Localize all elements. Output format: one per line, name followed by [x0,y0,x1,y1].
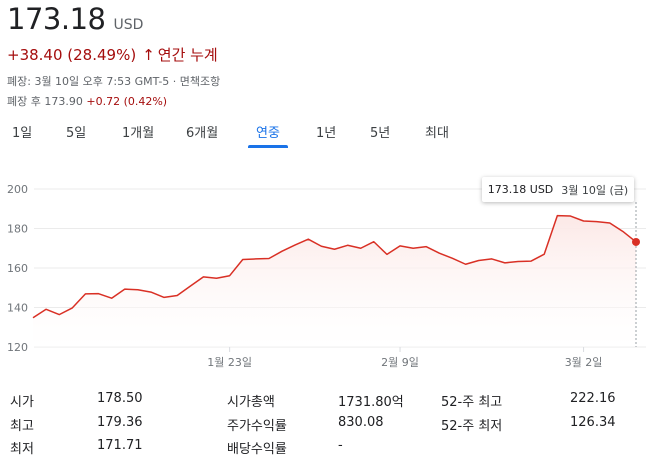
stat-pe-label: 주가수익률 [227,419,287,434]
active-tab-indicator [248,145,288,148]
tab-label: 1개월 [122,126,155,141]
y-tick-label: 200 [7,183,28,196]
quote-header: 173.18 USD [7,2,143,36]
y-tick-label: 140 [7,302,28,315]
stat-open-label: 시가 [10,395,34,410]
after-hours-change: +0.72 (0.42%) [86,95,168,108]
price-change: +38.40 (28.49%) [7,45,137,64]
tab-label: 최대 [425,126,449,141]
price-change-row: +38.40 (28.49%) ↑ 연간 누계 [7,44,218,65]
tab-label: 5일 [66,126,87,141]
stat-mktcap-value: 1731.80억 [338,395,404,410]
y-tick-label: 160 [7,262,28,275]
x-tick-label: 3월 2일 [565,355,603,368]
current-price: 173.18 [7,2,106,36]
x-tick-label: 1월 23일 [207,355,252,368]
y-tick-label: 180 [7,223,28,236]
hover-dot [632,237,640,246]
period-label: 연간 누계 [157,46,218,64]
tab-1y[interactable]: 1년 [316,122,336,141]
tab-max[interactable]: 최대 [425,122,449,141]
stat-52wk-high-value: 222.16 [570,391,616,406]
tab-5d[interactable]: 5일 [66,122,86,141]
tab-label: 1년 [316,126,337,141]
price-line [32,214,637,319]
currency-label: USD [113,17,144,33]
tooltip-date: 3월 10일 (금) [561,183,629,197]
range-tabs: 1일 5일 1개월 6개월 연중 1년 5년 최대 [0,122,658,148]
stat-low-label: 최저 [10,442,34,457]
stat-high-label: 최고 [10,419,34,434]
arrow-up-icon: ↑ [142,45,155,64]
tab-1m[interactable]: 1개월 [122,122,154,141]
stat-open-value: 178.50 [97,391,143,406]
stat-div-yield-label: 배당수익률 [227,442,287,457]
y-tick-label: 120 [7,341,28,354]
tab-label: 1일 [12,126,33,141]
stat-52wk-high-label: 52-주 최고 [441,395,503,410]
stat-pe-value: 830.08 [338,415,384,430]
stat-52wk-low-value: 126.34 [570,415,616,430]
tab-label: 6개월 [186,126,219,141]
after-hours-label: 폐장 후 [7,95,41,108]
x-tick-label: 2월 9일 [381,355,419,368]
tab-6m[interactable]: 6개월 [186,122,218,141]
chart-tooltip: 173.18 USD 3월 10일 (금) [482,177,634,202]
tab-1d[interactable]: 1일 [12,122,32,141]
stat-div-yield-value: - [338,438,343,453]
price-area [33,215,636,347]
price-chart[interactable]: 200 180 160 140 120 1월 23일 2월 9일 3월 2일 [0,168,658,368]
stat-52wk-low-label: 52-주 최저 [441,419,503,434]
stat-low-value: 171.71 [97,438,143,453]
after-hours-price: 173.90 [44,95,83,108]
tab-label: 연중 [256,126,280,141]
tooltip-price: 173.18 USD [487,183,554,196]
tab-label: 5년 [370,126,391,141]
tab-5y[interactable]: 5년 [370,122,390,141]
stat-high-value: 179.36 [97,415,143,430]
close-info: 폐장: 3월 10일 오후 7:53 GMT-5 · 면책조항 [7,75,221,88]
tab-ytd[interactable]: 연중 [248,122,288,148]
stat-mktcap-label: 시가총액 [227,395,275,410]
after-hours-info: 폐장 후 173.90 +0.72 (0.42%) [7,93,167,109]
